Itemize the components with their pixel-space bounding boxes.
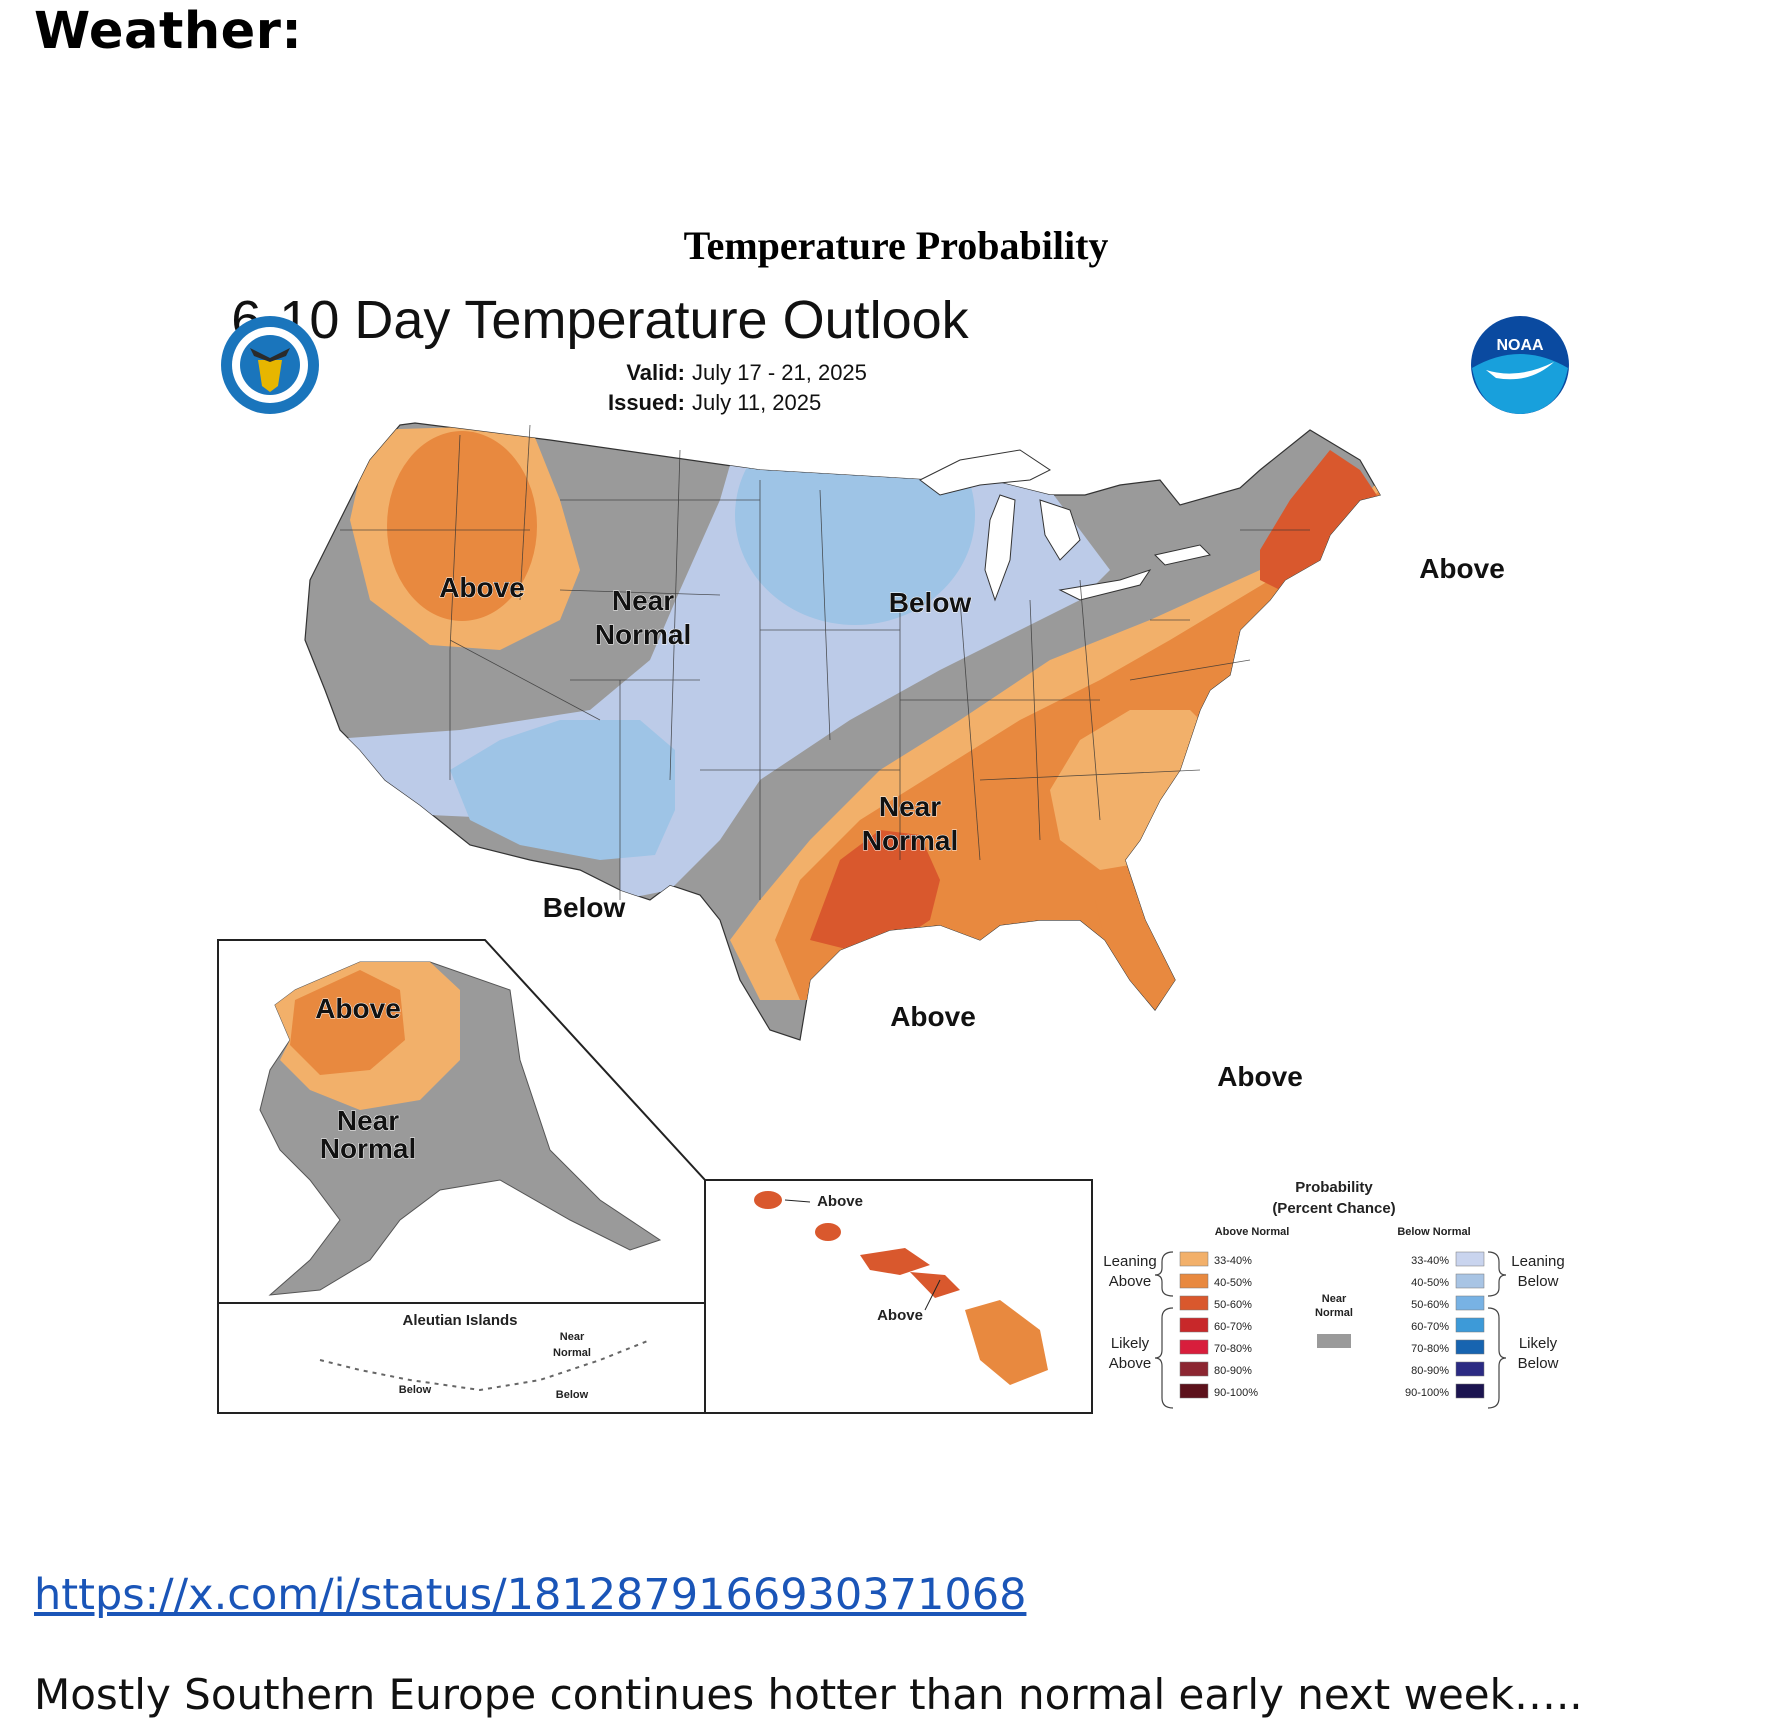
legend-above-rows: 33-40% 40-50% 50-60% 60-70% 70-80% 80-90% 90-1… [1179, 1251, 1258, 1399]
probability-legend: Probability (Percent Chance) Above Norma… [1103, 1179, 1565, 1409]
legend-below-swatch-4 [1455, 1339, 1485, 1355]
label-aleutian-below-1: Below [399, 1384, 432, 1396]
hawaii-inset: Above Above [704, 1179, 1093, 1414]
label-aleutian-below-2: Below [556, 1389, 589, 1401]
legend-near-normal-2: Normal [1315, 1307, 1353, 1319]
legend-leaning-above-2: Above [1109, 1273, 1152, 1290]
figure-title: Temperature Probability [683, 223, 1109, 268]
legend-below-range-4: 70-80% [1411, 1343, 1449, 1355]
issued-value: July 11, 2025 [692, 390, 821, 415]
legend-below-range-2: 50-60% [1411, 1299, 1449, 1311]
legend-above-swatch-0 [1179, 1251, 1209, 1267]
label-aleutian-near-1: Near [560, 1331, 585, 1343]
label-hi-above-1: Above [817, 1193, 863, 1210]
legend-below-swatch-0 [1455, 1251, 1485, 1267]
label-fl-above: Above [1217, 1061, 1303, 1092]
label-ak-above: Above [315, 993, 401, 1024]
label-near-normal-top-1: Near [612, 585, 674, 616]
legend-above-swatch-3 [1179, 1317, 1209, 1333]
legend-near-normal-swatch [1317, 1334, 1351, 1348]
label-central-near-1: Near [879, 791, 941, 822]
legend-above-range-2: 50-60% [1214, 1299, 1252, 1311]
legend-leaning-below-1: Leaning [1511, 1253, 1564, 1270]
section-heading: Weather: [34, 2, 303, 61]
label-nw-above: Above [439, 572, 525, 603]
legend-near-normal-1: Near [1322, 1293, 1347, 1305]
label-ak-near-1: Near [337, 1105, 399, 1136]
legend-title-1: Probability [1295, 1179, 1373, 1196]
label-central-near-2: Normal [862, 825, 958, 856]
legend-above-swatch-2 [1179, 1295, 1209, 1311]
legend-below-swatch-1 [1455, 1273, 1485, 1289]
legend-above-range-0: 33-40% [1214, 1255, 1252, 1267]
legend-below-range-3: 60-70% [1411, 1321, 1449, 1333]
noaa-logo-text: NOAA [1496, 337, 1544, 354]
legend-likely-below-1: Likely [1519, 1335, 1558, 1352]
issued-label: Issued: [608, 390, 685, 415]
valid-value: July 17 - 21, 2025 [692, 360, 867, 385]
caption-text: Mostly Southern Europe continues hotter … [34, 1670, 1583, 1719]
legend-likely-above-1: Likely [1111, 1335, 1150, 1352]
alaska-inset: Above Near Normal Aleutian Islands Near … [217, 939, 706, 1414]
label-sw-below: Below [543, 892, 626, 923]
label-near-normal-top-2: Normal [595, 619, 691, 650]
legend-below-header: Below Normal [1397, 1226, 1470, 1238]
label-midwest-below: Below [889, 587, 972, 618]
legend-above-swatch-4 [1179, 1339, 1209, 1355]
legend-below-swatch-2 [1455, 1295, 1485, 1311]
legend-below-range-0: 33-40% [1411, 1255, 1449, 1267]
valid-label: Valid: [626, 360, 685, 385]
label-ak-near-2: Normal [320, 1133, 416, 1164]
legend-above-swatch-6 [1179, 1383, 1209, 1399]
label-ne-above: Above [1419, 553, 1505, 584]
legend-leaning-above-1: Leaning [1103, 1253, 1156, 1270]
legend-below-swatch-6 [1455, 1383, 1485, 1399]
noaa-logo-icon: NOAA [1471, 316, 1569, 414]
legend-likely-below-2: Below [1518, 1355, 1559, 1372]
outlook-map-svg: 6-10 Day Temperature Outlook Valid: July… [217, 300, 1569, 1414]
doc-seal-icon [221, 316, 319, 414]
legend-above-range-4: 70-80% [1214, 1343, 1252, 1355]
legend-above-range-1: 40-50% [1214, 1277, 1252, 1289]
label-aleutian-near-2: Normal [553, 1347, 591, 1359]
legend-below-range-6: 90-100% [1405, 1387, 1449, 1399]
legend-likely-above-2: Above [1109, 1355, 1152, 1372]
legend-above-swatch-1 [1179, 1273, 1209, 1289]
legend-below-range-5: 80-90% [1411, 1365, 1449, 1377]
label-hi-above-2: Above [877, 1307, 923, 1324]
legend-below-rows: 33-40% 40-50% 50-60% 60-70% 70-80% 80-90% 90-1… [1405, 1251, 1485, 1399]
legend-below-swatch-5 [1455, 1361, 1485, 1377]
map-title: 6-10 Day Temperature Outlook [231, 300, 969, 350]
status-link[interactable]: https://x.com/i/status/18128791669303710… [34, 1570, 1027, 1620]
legend-below-range-1: 40-50% [1411, 1277, 1449, 1289]
outlook-map: 6-10 Day Temperature Outlook Valid: July… [200, 300, 1600, 1430]
legend-title-2: (Percent Chance) [1272, 1200, 1395, 1217]
legend-above-range-6: 90-100% [1214, 1387, 1258, 1399]
legend-above-swatch-5 [1179, 1361, 1209, 1377]
label-gulf-above: Above [890, 1001, 976, 1032]
legend-leaning-below-2: Below [1518, 1273, 1559, 1290]
legend-above-header: Above Normal [1215, 1226, 1290, 1238]
label-aleutian-title: Aleutian Islands [402, 1312, 517, 1329]
legend-above-range-3: 60-70% [1214, 1321, 1252, 1333]
legend-above-range-5: 80-90% [1214, 1365, 1252, 1377]
legend-below-swatch-3 [1455, 1317, 1485, 1333]
